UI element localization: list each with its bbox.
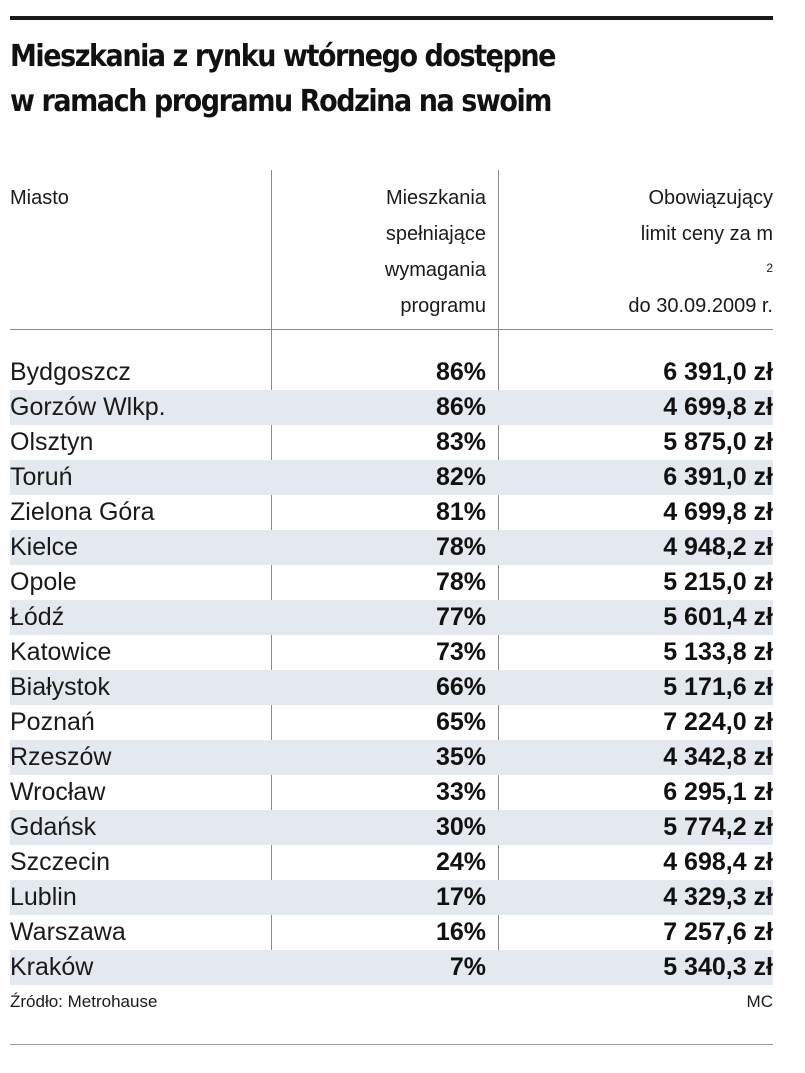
table-row: Kraków 7% 5 340,3 zł — [10, 950, 773, 985]
percent-cell: 78% — [435, 568, 486, 596]
table-row: Zielona Góra 81% 4 699,8 zł — [10, 495, 773, 530]
price-cell: 5 340,3 zł — [663, 953, 773, 981]
table-row: Wrocław 33% 6 295,1 zł — [10, 775, 773, 810]
column-header-city: Miasto — [10, 180, 69, 216]
percent-cell: 30% — [435, 813, 486, 841]
city-cell: Zielona Góra — [10, 498, 155, 526]
city-cell: Rzeszów — [10, 743, 112, 771]
percent-cell: 86% — [435, 393, 486, 421]
data-table: Miasto Mieszkania spełniające wymagania … — [10, 170, 773, 985]
table-row: Białystok 66% 5 171,6 zł — [10, 670, 773, 705]
column-header-price-text: limit ceny za m — [640, 223, 773, 245]
price-cell: 4 699,8 zł — [663, 498, 773, 526]
table-row: Poznań 65% 7 224,0 zł — [10, 705, 773, 740]
city-cell: Łódź — [10, 603, 65, 631]
table-row: Katowice 73% 5 133,8 zł — [10, 635, 773, 670]
price-cell: 6 391,0 zł — [663, 463, 773, 491]
title-line-1: Mieszkania z rynku wtórnego dostępne — [10, 39, 556, 74]
city-cell: Kraków — [10, 953, 94, 981]
top-rule — [10, 16, 773, 20]
city-cell: Gorzów Wlkp. — [10, 393, 166, 421]
price-cell: 6 391,0 zł — [663, 358, 773, 386]
column-divider-1 — [271, 170, 272, 976]
city-cell: Wrocław — [10, 778, 106, 806]
column-header-percent-line: Mieszkania — [385, 187, 486, 209]
city-cell: Olsztyn — [10, 428, 94, 456]
price-cell: 4 948,2 zł — [663, 533, 773, 561]
price-cell: 4 342,8 zł — [663, 743, 773, 771]
source-note: Źródło: Metrohause — [10, 992, 158, 1011]
city-cell: Opole — [10, 568, 77, 596]
price-cell: 5 601,4 zł — [663, 603, 773, 631]
percent-cell: 78% — [435, 533, 486, 561]
city-cell: Poznań — [10, 708, 95, 736]
price-cell: 5 774,2 zł — [663, 813, 773, 841]
price-cell: 4 698,4 zł — [663, 848, 773, 876]
column-header-price-line: limit ceny za m 2 — [499, 216, 773, 288]
header-divider — [10, 329, 773, 330]
percent-cell: 81% — [435, 498, 486, 526]
price-cell: 4 329,3 zł — [663, 883, 773, 911]
price-cell: 5 875,0 zł — [663, 428, 773, 456]
percent-cell: 17% — [435, 883, 486, 911]
table-row: Opole 78% 5 215,0 zł — [10, 565, 773, 600]
price-cell: 6 295,1 zł — [663, 778, 773, 806]
percent-cell: 83% — [435, 428, 486, 456]
city-cell: Katowice — [10, 638, 112, 666]
price-cell: 7 257,6 zł — [663, 918, 773, 946]
city-cell: Warszawa — [10, 918, 126, 946]
table-row: Łódź 77% 5 601,4 zł — [10, 600, 773, 635]
table-row: Olsztyn 83% 5 875,0 zł — [10, 425, 773, 460]
table-row: Szczecin 24% 4 698,4 zł — [10, 845, 773, 880]
price-cell: 5 171,6 zł — [663, 673, 773, 701]
column-header-price-sup: 2 — [766, 261, 773, 275]
column-header-percent: Mieszkania spełniające wymagania program… — [272, 180, 486, 324]
table-row: Lublin 17% 4 329,3 zł — [10, 880, 773, 915]
price-cell: 5 215,0 zł — [663, 568, 773, 596]
table-row: Gdańsk 30% 5 774,2 zł — [10, 810, 773, 845]
author-credit: MC — [746, 992, 773, 1011]
price-cell: 4 699,8 zł — [663, 393, 773, 421]
percent-cell: 66% — [435, 673, 486, 701]
column-header-percent-line: programu — [400, 295, 486, 317]
price-cell: 5 133,8 zł — [663, 638, 773, 666]
city-cell: Lublin — [10, 883, 77, 911]
city-cell: Szczecin — [10, 848, 111, 876]
city-cell: Kielce — [10, 533, 79, 561]
percent-cell: 73% — [435, 638, 486, 666]
percent-cell: 16% — [435, 918, 486, 946]
percent-cell: 65% — [435, 708, 486, 736]
column-header-price-line: Obowiązujący — [648, 187, 773, 209]
column-header-price: Obowiązujący limit ceny za m 2 do 30.09.2… — [499, 180, 773, 324]
table-row: Warszawa 16% 7 257,6 zł — [10, 915, 773, 950]
column-header-percent-line: wymagania — [384, 259, 486, 281]
table-row: Toruń 82% 6 391,0 zł — [10, 460, 773, 495]
percent-cell: 86% — [435, 358, 486, 386]
column-header-city-label: Miasto — [10, 187, 69, 209]
bottom-rule — [10, 1044, 773, 1045]
percent-cell: 35% — [435, 743, 486, 771]
city-cell: Białystok — [10, 673, 111, 701]
city-cell: Toruń — [10, 463, 73, 491]
percent-cell: 7% — [449, 953, 486, 981]
price-cell: 7 224,0 zł — [663, 708, 773, 736]
percent-cell: 77% — [435, 603, 486, 631]
title-line-2: w ramach programu Rodzina na swoim — [10, 84, 552, 119]
city-cell: Gdańsk — [10, 813, 97, 841]
column-divider-2 — [498, 170, 499, 976]
column-header-percent-line: spełniające — [385, 223, 486, 245]
percent-cell: 82% — [435, 463, 486, 491]
page-title: Mieszkania z rynku wtórnego dostępne w r… — [10, 34, 703, 124]
table-row: Rzeszów 35% 4 342,8 zł — [10, 740, 773, 775]
table-row: Kielce 78% 4 948,2 zł — [10, 530, 773, 565]
table-row: Gorzów Wlkp. 86% 4 699,8 zł — [10, 390, 773, 425]
percent-cell: 33% — [435, 778, 486, 806]
table-body: Bydgoszcz 86% 6 391,0 zł Gorzów Wlkp. 86… — [10, 355, 773, 985]
column-header-price-line: do 30.09.2009 r. — [628, 295, 773, 317]
percent-cell: 24% — [435, 848, 486, 876]
city-cell: Bydgoszcz — [10, 358, 131, 386]
table-row: Bydgoszcz 86% 6 391,0 zł — [10, 355, 773, 390]
